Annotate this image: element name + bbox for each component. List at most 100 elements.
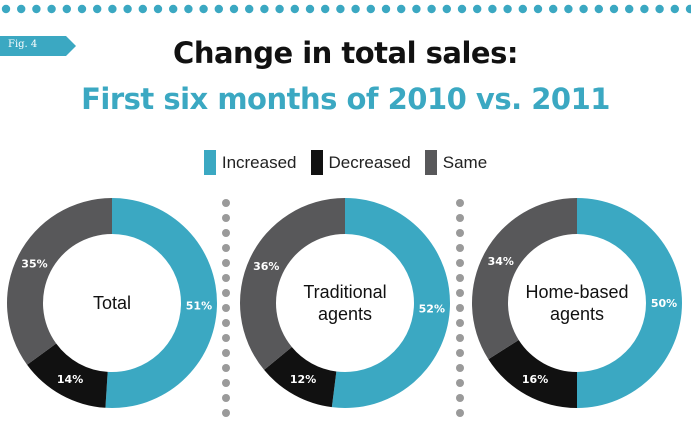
border-dot (93, 4, 102, 14)
divider-dot (456, 199, 464, 207)
divider-dot (456, 319, 464, 327)
border-dot (290, 4, 299, 14)
border-dot (47, 4, 56, 14)
divider-dot (222, 394, 230, 402)
border-dot (321, 4, 330, 14)
donut-traditional: 52% 12% 36% Traditional agents (240, 198, 450, 408)
border-dot (77, 4, 87, 14)
border-dot (655, 4, 664, 14)
border-dot (62, 4, 71, 14)
slice-label-decreased: 14% (57, 373, 83, 386)
divider-dot (222, 379, 230, 387)
border-dot (153, 4, 163, 14)
donut-total: 51% 14% 35% Total (7, 198, 218, 408)
border-dot (260, 4, 269, 14)
divider-dot (222, 364, 230, 372)
donut-center-label: Total (93, 293, 131, 313)
slice-label-same: 36% (253, 260, 279, 273)
border-dot (533, 4, 543, 14)
donut-center-label: Traditional agents (303, 282, 386, 324)
border-dot (549, 4, 558, 14)
border-dot (275, 4, 284, 14)
slice-decreased (27, 343, 108, 408)
slice-increased (105, 198, 218, 408)
legend: Increased Decreased Same (0, 150, 691, 175)
slice-label-increased: 50% (651, 297, 677, 310)
border-dot (579, 4, 588, 14)
border-dot (488, 4, 497, 14)
donut-center-label: Home-based agents (525, 282, 628, 324)
legend-swatch-decreased (310, 150, 323, 175)
divider-dot (456, 334, 464, 342)
slice-same (7, 198, 113, 365)
border-dot (17, 4, 26, 14)
slice-label-increased: 52% (419, 302, 445, 315)
divider-dot (222, 334, 230, 342)
border-dot (670, 4, 679, 14)
slice-decreased (264, 346, 337, 408)
slice-label-decreased: 12% (290, 373, 316, 386)
border-dot (564, 4, 573, 14)
legend-label-decreased: Decreased (328, 152, 411, 172)
legend-item-increased: Increased (203, 150, 297, 175)
divider-dot (456, 289, 464, 297)
divider-dot (456, 214, 464, 222)
border-dot (199, 4, 208, 14)
divider-dot (456, 364, 464, 372)
divider-dot (456, 394, 464, 402)
slice-increased (331, 198, 450, 408)
divider-dot (456, 304, 464, 312)
legend-swatch-same (424, 150, 437, 175)
border-dot (214, 4, 223, 14)
border-dot (412, 4, 421, 14)
border-dot (609, 4, 619, 14)
divider-dot (222, 304, 230, 312)
divider-dot (456, 259, 464, 267)
divider-dot (222, 409, 230, 417)
border-dot (685, 4, 691, 14)
border-dot (32, 4, 41, 14)
divider-dot (456, 229, 464, 237)
slice-same (472, 198, 577, 360)
border-dot (397, 4, 406, 14)
border-dot (336, 4, 345, 14)
slice-decreased (488, 339, 577, 408)
border-dot (518, 4, 527, 14)
legend-label-increased: Increased (221, 152, 297, 172)
legend-item-decreased: Decreased (310, 150, 411, 175)
slice-increased (577, 198, 682, 408)
divider-dot (222, 229, 230, 237)
chart-title: Change in total sales: (173, 36, 518, 70)
divider-dot (456, 409, 464, 417)
border-dot (138, 4, 147, 14)
slice-same (240, 198, 345, 370)
legend-item-same: Same (424, 150, 487, 175)
border-dot (640, 4, 649, 14)
border-dot (245, 4, 254, 14)
slice-label-same: 34% (488, 255, 514, 268)
border-dot (473, 4, 482, 14)
border-dot (305, 4, 315, 14)
border-dot (457, 4, 467, 14)
border-dot (108, 4, 117, 14)
divider-dot (456, 349, 464, 357)
donut-home-based: 50% 16% 34% Home-based agents (472, 198, 682, 408)
border-dot (351, 4, 360, 14)
divider-dot (222, 214, 230, 222)
slice-label-same: 35% (21, 258, 47, 271)
border-dot (229, 4, 239, 14)
slice-label-increased: 51% (186, 300, 212, 313)
divider-dot (222, 199, 230, 207)
border-dot (381, 4, 391, 14)
border-dot (442, 4, 451, 14)
border-dot (427, 4, 436, 14)
divider-dot (456, 244, 464, 252)
slice-label-decreased: 16% (522, 373, 548, 386)
border-dot (625, 4, 634, 14)
figure-tag: Fig. 4 (0, 36, 76, 56)
border-dot (366, 4, 375, 14)
divider-dot (456, 274, 464, 282)
border-dot (123, 4, 132, 14)
legend-swatch-increased (203, 150, 216, 175)
